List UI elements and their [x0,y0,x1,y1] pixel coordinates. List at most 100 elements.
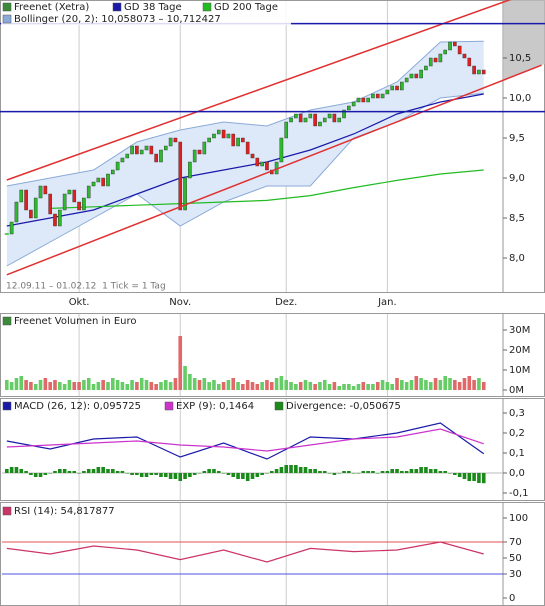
volume-bar [298,382,303,390]
candle [72,189,77,203]
x-tick-label: Okt. [69,297,90,308]
candle [48,193,52,215]
volume-bar [216,384,221,390]
candle [303,117,308,123]
volume-bar [481,382,486,390]
panel-frame [0,398,545,501]
candle [477,69,481,75]
volume-bar [322,380,327,390]
volume-bar [5,380,9,390]
divergence-bar [183,473,187,479]
candle [216,129,221,135]
divergence-bar [269,471,274,473]
volume-bar [265,380,269,390]
divergence-bar [72,471,77,473]
volume-bar [318,382,322,390]
candle [29,209,33,219]
candle [337,117,342,123]
candle [139,149,144,155]
volume-bar [183,366,187,390]
candle [298,113,303,123]
volume-bar [178,336,183,390]
legend-swatch [2,316,12,326]
divergence-bar [424,467,428,473]
y-tick-label: 70 [509,537,522,548]
volume-bar [221,382,226,390]
candle [154,153,158,163]
volume-bar [139,378,144,390]
candle [438,53,443,63]
candle [284,121,289,139]
candle [38,185,43,199]
line-series [6,541,484,563]
volume-bar [366,384,370,390]
candle [82,197,86,211]
candle [313,113,317,127]
candle [327,113,332,119]
divergence-bar [318,471,322,473]
divergence-bar [356,473,361,474]
candle [77,201,81,211]
volume-bar [409,380,414,390]
y-tick-label: 10M [509,365,530,376]
volume-bar [313,384,317,390]
candle [467,57,472,67]
candle [101,177,105,187]
volume-bar [250,382,255,390]
volume-bar [14,378,19,390]
candle [43,185,48,195]
divergence-bar [351,473,356,474]
divergence-bar [342,471,346,473]
legend-swatch [2,2,12,12]
divergence-bar [67,471,72,473]
divergence-bar [48,473,52,474]
divergence-bar [322,471,327,473]
volume-bar [289,382,293,390]
legend-label: GD 200 Tage [214,2,278,13]
divergence-bar [221,473,226,474]
candle [62,193,67,211]
divergence-bar [265,473,269,474]
divergence-bar [202,471,207,473]
divergence-bar [337,473,342,474]
divergence-bar [414,469,419,473]
bollinger-lower [6,92,484,267]
x-tick-label: Jan. [377,297,397,308]
candle [414,73,419,79]
y-tick-label: 10,5 [509,53,531,64]
volume-bar [43,378,48,390]
volume-bar [414,376,419,390]
divergence-bar [130,473,134,475]
divergence-bar [308,469,313,473]
annotation: 12.09.11 – 01.02.12 1 Tick = 1 Tag [6,282,166,292]
panel-frame [0,502,545,606]
y-tick-label: 0,2 [509,428,525,439]
volume-bar [453,380,457,390]
volume-bar [462,378,467,390]
volume-bar [58,382,62,390]
volume-bar [303,380,308,390]
candle [390,85,395,91]
candle [245,141,250,155]
candle [318,121,322,127]
candle [419,69,423,79]
divergence-bar [279,467,284,473]
volume-bar [125,384,130,390]
volume-bar [197,380,202,390]
candle [371,93,375,99]
candle [212,133,216,139]
divergence-bar [86,469,91,473]
y-tick-label: 9,0 [509,173,525,184]
y-tick-label: 0,1 [509,448,525,459]
candle [58,209,62,227]
candle [231,133,236,147]
candle [106,173,110,187]
volume-bar [342,384,346,390]
volume-bar [77,382,81,390]
divergence-bar [43,473,48,475]
candle [125,153,130,159]
candle [96,177,101,183]
volume-bar [279,376,284,390]
divergence-bar [467,473,472,481]
volume-bar [19,376,24,390]
